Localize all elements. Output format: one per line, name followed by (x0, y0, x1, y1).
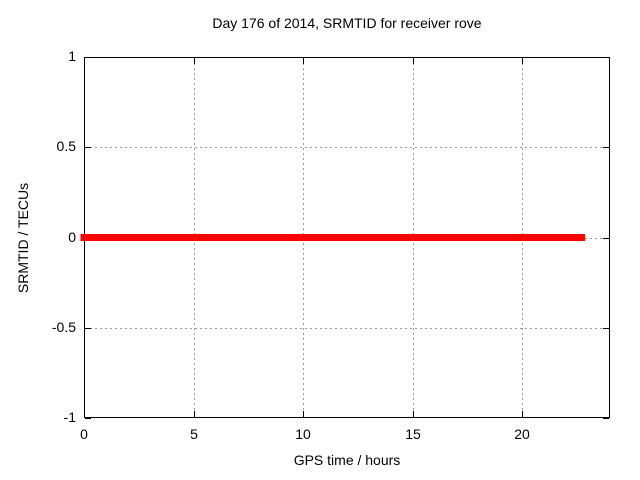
y-tick-right (603, 418, 609, 419)
plot-area (84, 57, 610, 418)
y-gridline (85, 328, 609, 329)
y-tick-label: 0.5 (56, 138, 76, 154)
y-tick-label: 1 (68, 48, 76, 64)
x-tick-label: 20 (514, 426, 530, 442)
x-tick-top (522, 58, 523, 64)
y-tick-label: 0 (68, 229, 76, 245)
y-tick-left (85, 328, 91, 329)
y-tick-right (603, 147, 609, 148)
x-axis-label: GPS time / hours (293, 452, 401, 468)
x-tick-top (84, 58, 85, 64)
x-tick-top (194, 58, 195, 64)
y-tick-left (85, 147, 91, 148)
x-tick-bottom (303, 411, 304, 417)
y-tick-label: -1 (63, 409, 76, 425)
x-tick-bottom (413, 411, 414, 417)
x-tick-top (413, 58, 414, 64)
x-tick-label: 5 (190, 426, 198, 442)
y-tick-right (603, 238, 609, 239)
x-tick-label: 10 (295, 426, 311, 442)
x-tick-bottom (194, 411, 195, 417)
y-tick-label: -0.5 (51, 319, 76, 335)
x-tick-label: 0 (80, 426, 88, 442)
y-tick-left (85, 238, 91, 239)
y-tick-right (603, 328, 609, 329)
y-axis-label: SRMTID / TECUs (15, 182, 31, 294)
y-gridline (85, 147, 609, 148)
y-tick-right (603, 57, 609, 58)
x-tick-top (303, 58, 304, 64)
chart-title: Day 176 of 2014, SRMTID for receiver rov… (212, 15, 482, 31)
x-tick-label: 15 (405, 426, 421, 442)
x-tick-bottom (84, 411, 85, 417)
x-tick-bottom (522, 411, 523, 417)
y-tick-left (85, 418, 91, 419)
y-tick-left (85, 57, 91, 58)
